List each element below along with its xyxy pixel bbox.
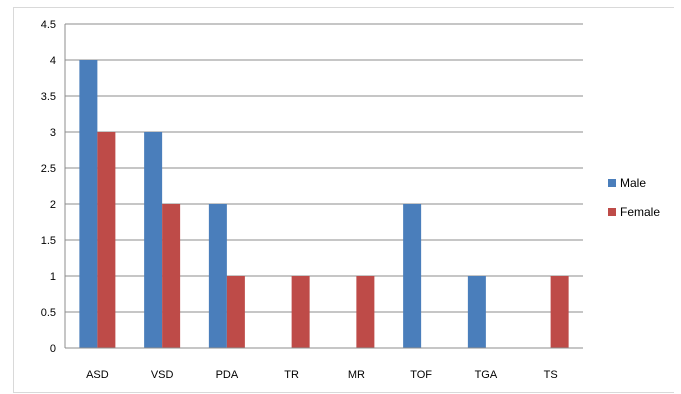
bar-male-pda (208, 204, 227, 348)
y-tick-labels: 0 0.5 1 1.5 2 2.5 3 3.5 4 4.5 (41, 19, 56, 355)
bar-female-tr (291, 276, 310, 348)
bar-male-tga (467, 276, 486, 348)
y-tick-label: 3.5 (41, 91, 56, 103)
gridlines (65, 23, 583, 313)
x-tick-label: TR (284, 369, 299, 381)
legend-label-male: Male (620, 176, 646, 190)
x-tick-labels: ASD VSD PDA TR MR TOF TGA TS (86, 369, 558, 381)
bars (79, 60, 569, 348)
x-tick-label: MR (348, 369, 365, 381)
x-tick-label: TOF (410, 369, 432, 381)
x-tick-label: TGA (475, 369, 498, 381)
y-tick-label: 1.5 (41, 235, 56, 247)
legend-swatch-female (608, 208, 616, 216)
legend: Male Female (608, 176, 660, 219)
axes (64, 24, 583, 349)
x-tick-label: TS (544, 369, 558, 381)
bar-female-asd (97, 132, 116, 348)
y-tick-label: 3 (50, 127, 56, 139)
x-tick-label: ASD (86, 369, 109, 381)
x-tick-label: VSD (151, 369, 174, 381)
y-tick-label: 2.5 (41, 163, 56, 175)
bar-female-ts (550, 276, 569, 348)
y-tick-label: 4.5 (41, 19, 56, 31)
bar-male-asd (79, 60, 98, 348)
bar-male-vsd (144, 132, 163, 348)
bar-female-mr (356, 276, 375, 348)
bar-female-pda (226, 276, 245, 348)
bar-female-vsd (162, 204, 181, 348)
y-tick-label: 2 (50, 199, 56, 211)
x-tick-label: PDA (216, 369, 239, 381)
y-tick-label: 1 (50, 271, 56, 283)
legend-label-female: Female (620, 205, 660, 219)
y-tick-label: 0 (50, 343, 56, 355)
y-tick-label: 4 (50, 55, 56, 67)
legend-swatch-male (608, 179, 616, 187)
y-tick-label: 0.5 (41, 307, 56, 319)
bar-male-tof (403, 204, 422, 348)
